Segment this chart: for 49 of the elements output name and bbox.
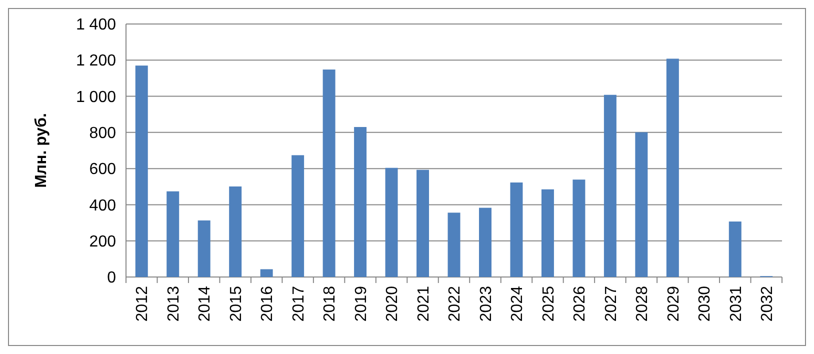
bar — [478, 208, 492, 277]
x-tick-label: 2026 — [572, 286, 589, 322]
x-tick-label: 2013 — [165, 286, 182, 322]
y-tick-label: 400 — [89, 197, 116, 214]
y-tick-label: 600 — [89, 161, 116, 178]
x-tick-label: 2012 — [134, 286, 152, 322]
x-tick-label: 2028 — [634, 286, 652, 322]
bar — [635, 132, 648, 277]
x-tick-label: 2018 — [322, 286, 339, 322]
y-tick-label: 1 200 — [76, 52, 116, 70]
bar — [229, 186, 242, 277]
bar — [416, 170, 430, 277]
bar — [666, 58, 679, 277]
x-tick-label: 2032 — [758, 286, 776, 322]
bar — [448, 212, 460, 277]
bar — [385, 168, 398, 277]
x-tick-label: 2014 — [196, 286, 214, 322]
bar — [292, 155, 304, 277]
x-tick-label: 2025 — [540, 286, 558, 322]
bar — [728, 222, 742, 277]
x-tick-label: 2015 — [228, 286, 245, 322]
x-tick-label: 2021 — [415, 286, 432, 322]
x-tick-label: 2030 — [696, 286, 714, 322]
x-tick-label: 2023 — [478, 286, 495, 322]
x-tick-label: 2020 — [384, 286, 402, 322]
x-tick-label: 2019 — [352, 286, 370, 322]
x-tick-label: 2027 — [602, 286, 620, 322]
bar — [135, 66, 148, 277]
x-tick-label: 2022 — [446, 286, 464, 322]
bar — [541, 189, 554, 277]
x-tick-label: 2024 — [509, 286, 526, 322]
bar — [510, 182, 523, 277]
x-tick-label: 2017 — [290, 286, 308, 322]
y-tick-label: 1 400 — [76, 16, 116, 34]
x-tick-label: 2029 — [665, 286, 682, 322]
bar — [322, 70, 336, 277]
bar — [354, 127, 367, 277]
y-tick-label: 0 — [107, 270, 116, 287]
bar — [604, 94, 616, 277]
y-axis-title: Млн. руб. — [33, 113, 50, 188]
bar — [260, 269, 273, 277]
x-tick-label: 2016 — [259, 286, 276, 322]
y-tick-label: 800 — [89, 125, 116, 142]
bar — [198, 220, 210, 277]
x-tick-label: 2031 — [728, 286, 745, 322]
bar — [572, 180, 586, 277]
y-tick-label: 1 000 — [76, 88, 116, 106]
bar — [166, 191, 180, 277]
y-tick-label: 200 — [89, 233, 116, 250]
